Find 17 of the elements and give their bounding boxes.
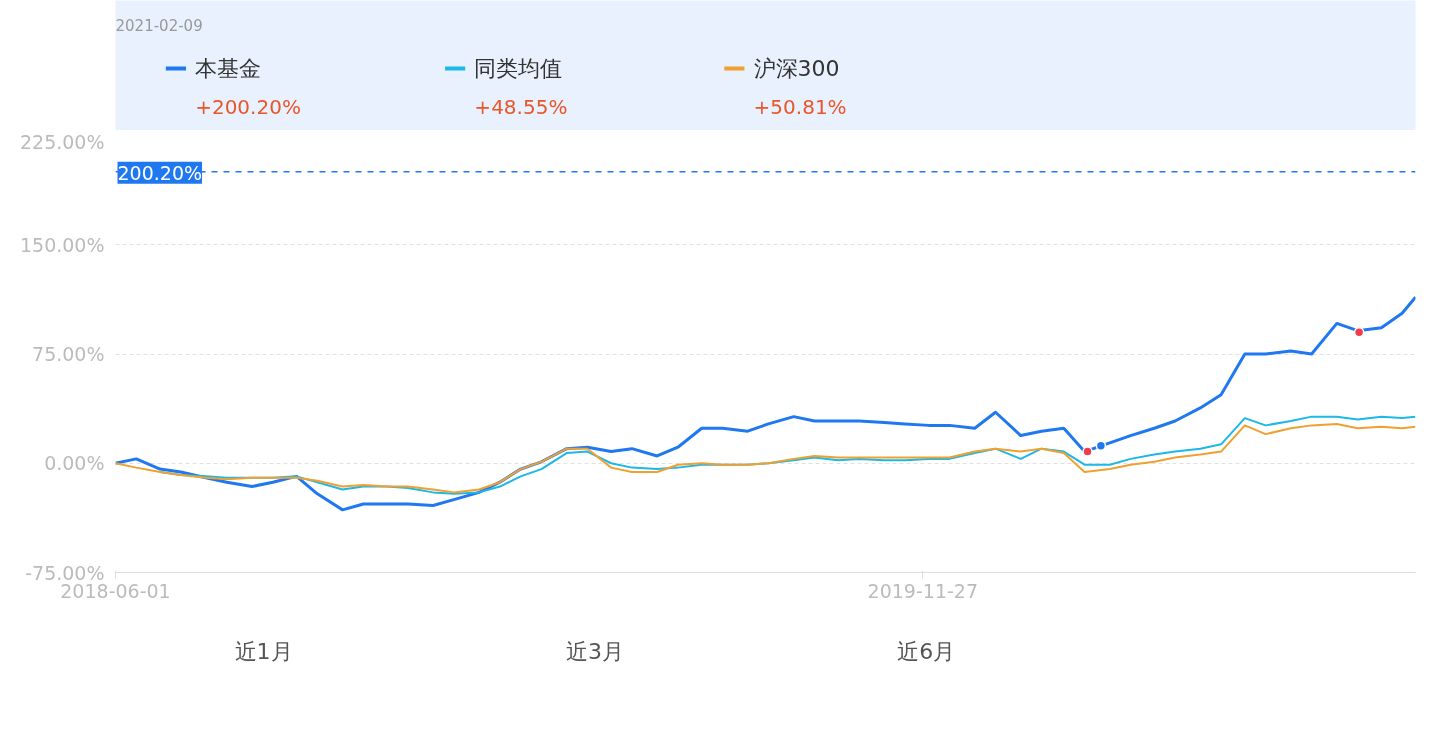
text: 近3月 [565,639,624,665]
x-tick-label: 2019-11-27 [867,579,979,602]
text: +50.81% [753,94,847,119]
legend-label: 沪深300 [753,55,840,81]
y-tick-label: 150.00% [19,233,105,256]
ref-line-label: 200.20% [117,161,203,184]
point [1082,446,1093,457]
y-tick-label: 75.00% [32,343,105,365]
text: +200.20% [195,94,301,119]
y-tick-label: 225.00% [19,130,105,153]
text: 2021-02-09 [115,16,203,35]
legend-label: 同类均值 [474,55,563,81]
text: 近1月 [234,639,293,665]
text: +48.55% [474,94,568,119]
legend-label: 本基金 [195,55,262,81]
text: 近6月 [897,639,956,665]
y-tick-label: 0.00% [44,452,105,475]
